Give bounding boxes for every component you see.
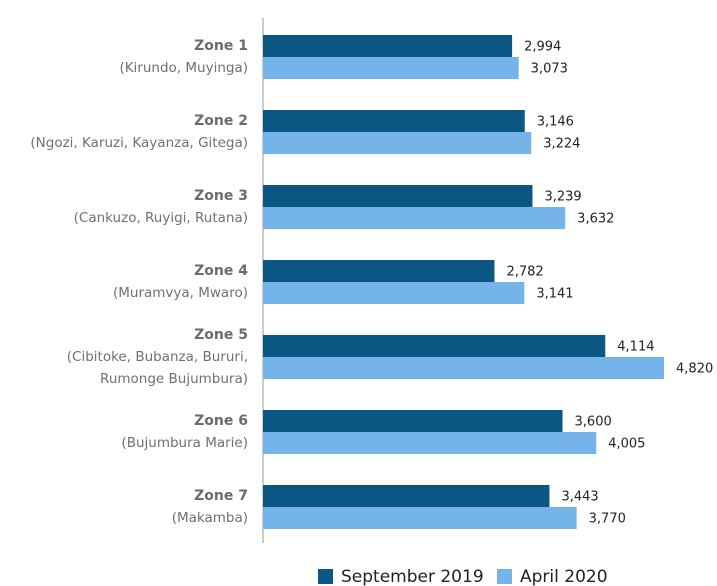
value-label: 4,005: [608, 437, 645, 452]
legend-label: September 2019: [341, 567, 484, 586]
value-label: 3,146: [537, 115, 574, 130]
value-label: 3,770: [589, 512, 626, 527]
value-label: 3,141: [536, 287, 573, 302]
bar: [263, 335, 606, 357]
category-label: Zone 1: [194, 38, 248, 54]
value-label: 3,632: [577, 212, 614, 227]
value-label: 3,443: [561, 490, 598, 505]
bar: [263, 132, 532, 154]
category-label: Zone 3: [194, 188, 248, 204]
value-label: 4,820: [676, 362, 713, 377]
category-detail: (Cankuzo, Ruyigi, Rutana): [74, 210, 248, 226]
value-label: 2,994: [524, 40, 561, 55]
bar: [263, 357, 665, 379]
category-label: Zone 2: [194, 113, 248, 129]
category-label: Zone 7: [194, 488, 248, 504]
bar: [263, 507, 577, 529]
category-detail: (Kirundo, Muyinga): [119, 60, 248, 76]
value-label: 3,600: [575, 415, 612, 430]
bar: [263, 185, 533, 207]
category-detail: (Bujumbura Marie): [121, 435, 248, 451]
category-detail: Rumonge Bujumbura): [100, 371, 248, 387]
value-label: 4,114: [617, 340, 654, 355]
bar: [263, 432, 597, 454]
category-detail: (Ngozi, Karuzi, Kayanza, Gitega): [30, 135, 248, 151]
bar: [263, 282, 525, 304]
legend-swatch: [497, 569, 512, 584]
bar: [263, 260, 495, 282]
bar: [263, 110, 525, 132]
value-label: 3,073: [531, 62, 568, 77]
bar: [263, 410, 563, 432]
bar: [263, 485, 550, 507]
value-label: 3,224: [543, 137, 580, 152]
legend-label: April 2020: [520, 567, 608, 586]
legend-swatch: [318, 569, 333, 584]
value-label: 3,239: [544, 190, 581, 205]
bar: [263, 57, 519, 79]
bar: [263, 207, 566, 229]
category-label: Zone 5: [194, 327, 248, 343]
category-label: Zone 4: [194, 263, 248, 279]
category-detail: (Makamba): [172, 510, 248, 526]
category-label: Zone 6: [194, 413, 248, 429]
category-detail: (Muramvya, Mwaro): [113, 285, 248, 301]
category-detail: (Cibitoke, Bubanza, Bururi,: [67, 349, 248, 365]
bar: [263, 35, 513, 57]
value-label: 2,782: [506, 265, 543, 280]
